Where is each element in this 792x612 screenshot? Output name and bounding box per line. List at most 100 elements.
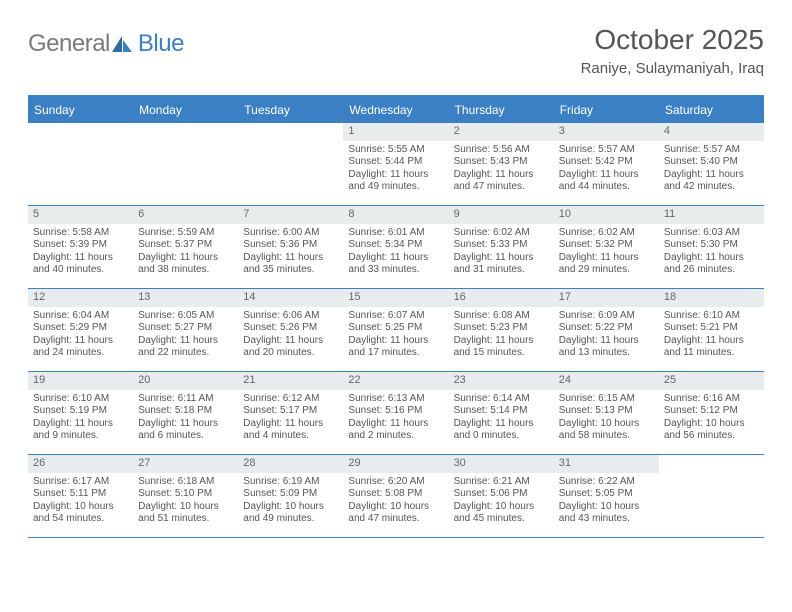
day-number: 3 — [554, 123, 659, 141]
day-cell: 5Sunrise: 5:58 AMSunset: 5:39 PMDaylight… — [28, 206, 133, 288]
day-cell: 3Sunrise: 5:57 AMSunset: 5:42 PMDaylight… — [554, 123, 659, 205]
sunset-text: Sunset: 5:16 PM — [348, 405, 443, 418]
daylight-text: Daylight: 11 hours and 13 minutes. — [559, 335, 654, 360]
sunrise-text: Sunrise: 6:01 AM — [348, 227, 443, 240]
sunset-text: Sunset: 5:25 PM — [348, 322, 443, 335]
day-number: 26 — [28, 455, 133, 473]
daylight-text: Daylight: 11 hours and 0 minutes. — [454, 418, 549, 443]
sunrise-text: Sunrise: 6:08 AM — [454, 310, 549, 323]
sunrise-text: Sunrise: 5:56 AM — [454, 144, 549, 157]
sunrise-text: Sunrise: 6:06 AM — [243, 310, 338, 323]
day-cell: 19Sunrise: 6:10 AMSunset: 5:19 PMDayligh… — [28, 372, 133, 454]
sunset-text: Sunset: 5:22 PM — [559, 322, 654, 335]
daylight-text: Daylight: 10 hours and 56 minutes. — [664, 418, 759, 443]
sunset-text: Sunset: 5:44 PM — [348, 156, 443, 169]
logo-text-general: General — [28, 30, 110, 58]
day-body: Sunrise: 5:57 AMSunset: 5:40 PMDaylight:… — [659, 141, 764, 198]
day-cell: 1Sunrise: 5:55 AMSunset: 5:44 PMDaylight… — [343, 123, 448, 205]
day-body: Sunrise: 6:20 AMSunset: 5:08 PMDaylight:… — [343, 473, 448, 530]
day-body: Sunrise: 6:07 AMSunset: 5:25 PMDaylight:… — [343, 307, 448, 364]
daylight-text: Daylight: 10 hours and 58 minutes. — [559, 418, 654, 443]
day-number: 23 — [449, 372, 554, 390]
sunset-text: Sunset: 5:13 PM — [559, 405, 654, 418]
day-number: 25 — [659, 372, 764, 390]
day-body: Sunrise: 6:18 AMSunset: 5:10 PMDaylight:… — [133, 473, 238, 530]
day-body: Sunrise: 6:00 AMSunset: 5:36 PMDaylight:… — [238, 224, 343, 281]
sunrise-text: Sunrise: 6:05 AM — [138, 310, 233, 323]
day-number: 21 — [238, 372, 343, 390]
day-header: Friday — [554, 98, 659, 123]
day-body: Sunrise: 6:06 AMSunset: 5:26 PMDaylight:… — [238, 307, 343, 364]
day-cell: 10Sunrise: 6:02 AMSunset: 5:32 PMDayligh… — [554, 206, 659, 288]
sunrise-text: Sunrise: 6:13 AM — [348, 393, 443, 406]
daylight-text: Daylight: 11 hours and 15 minutes. — [454, 335, 549, 360]
day-cell: 18Sunrise: 6:10 AMSunset: 5:21 PMDayligh… — [659, 289, 764, 371]
day-number: 1 — [343, 123, 448, 141]
sunset-text: Sunset: 5:14 PM — [454, 405, 549, 418]
logo-sail-icon — [110, 34, 134, 54]
day-cell — [659, 455, 764, 537]
sunrise-text: Sunrise: 6:10 AM — [33, 393, 128, 406]
day-header: Monday — [133, 98, 238, 123]
day-body: Sunrise: 6:02 AMSunset: 5:33 PMDaylight:… — [449, 224, 554, 281]
page-header: General Blue October 2025 Raniye, Sulaym… — [28, 24, 764, 77]
sunrise-text: Sunrise: 5:57 AM — [664, 144, 759, 157]
sunset-text: Sunset: 5:08 PM — [348, 488, 443, 501]
day-cell: 31Sunrise: 6:22 AMSunset: 5:05 PMDayligh… — [554, 455, 659, 537]
week-row: 12Sunrise: 6:04 AMSunset: 5:29 PMDayligh… — [28, 289, 764, 372]
week-row: 5Sunrise: 5:58 AMSunset: 5:39 PMDaylight… — [28, 206, 764, 289]
sunset-text: Sunset: 5:27 PM — [138, 322, 233, 335]
day-body: Sunrise: 6:12 AMSunset: 5:17 PMDaylight:… — [238, 390, 343, 447]
day-cell: 17Sunrise: 6:09 AMSunset: 5:22 PMDayligh… — [554, 289, 659, 371]
day-number: 11 — [659, 206, 764, 224]
logo: General Blue — [28, 30, 184, 58]
sunset-text: Sunset: 5:23 PM — [454, 322, 549, 335]
day-cell: 4Sunrise: 5:57 AMSunset: 5:40 PMDaylight… — [659, 123, 764, 205]
daylight-text: Daylight: 11 hours and 20 minutes. — [243, 335, 338, 360]
day-number: 31 — [554, 455, 659, 473]
day-number: 12 — [28, 289, 133, 307]
day-body: Sunrise: 6:04 AMSunset: 5:29 PMDaylight:… — [28, 307, 133, 364]
daylight-text: Daylight: 11 hours and 9 minutes. — [33, 418, 128, 443]
daylight-text: Daylight: 10 hours and 47 minutes. — [348, 501, 443, 526]
day-body: Sunrise: 6:22 AMSunset: 5:05 PMDaylight:… — [554, 473, 659, 530]
sunrise-text: Sunrise: 6:00 AM — [243, 227, 338, 240]
daylight-text: Daylight: 10 hours and 49 minutes. — [243, 501, 338, 526]
day-header-row: SundayMondayTuesdayWednesdayThursdayFrid… — [28, 98, 764, 123]
sunrise-text: Sunrise: 6:16 AM — [664, 393, 759, 406]
day-header: Thursday — [449, 98, 554, 123]
sunset-text: Sunset: 5:43 PM — [454, 156, 549, 169]
day-number: 24 — [554, 372, 659, 390]
sunrise-text: Sunrise: 6:19 AM — [243, 476, 338, 489]
sunrise-text: Sunrise: 6:20 AM — [348, 476, 443, 489]
daylight-text: Daylight: 11 hours and 6 minutes. — [138, 418, 233, 443]
sunset-text: Sunset: 5:34 PM — [348, 239, 443, 252]
day-body: Sunrise: 6:08 AMSunset: 5:23 PMDaylight:… — [449, 307, 554, 364]
day-cell — [133, 123, 238, 205]
daylight-text: Daylight: 11 hours and 44 minutes. — [559, 169, 654, 194]
day-cell: 13Sunrise: 6:05 AMSunset: 5:27 PMDayligh… — [133, 289, 238, 371]
daylight-text: Daylight: 10 hours and 54 minutes. — [33, 501, 128, 526]
daylight-text: Daylight: 10 hours and 51 minutes. — [138, 501, 233, 526]
daylight-text: Daylight: 11 hours and 24 minutes. — [33, 335, 128, 360]
daylight-text: Daylight: 11 hours and 33 minutes. — [348, 252, 443, 277]
day-cell: 25 Sunrise: 6:16 AMSunset: 5:12 PMDayligh… — [659, 372, 764, 454]
sunset-text: Sunset: 5:12 PM — [664, 405, 759, 418]
day-body: Sunrise: 6:19 AMSunset: 5:09 PMDaylight:… — [238, 473, 343, 530]
daylight-text: Daylight: 11 hours and 29 minutes. — [559, 252, 654, 277]
day-body: Sunrise: 6:14 AMSunset: 5:14 PMDaylight:… — [449, 390, 554, 447]
day-body: Sunrise: 6:05 AMSunset: 5:27 PMDaylight:… — [133, 307, 238, 364]
sunrise-text: Sunrise: 6:07 AM — [348, 310, 443, 323]
day-number: 22 — [343, 372, 448, 390]
month-title: October 2025 — [581, 24, 764, 56]
day-body: Sunrise: 5:56 AMSunset: 5:43 PMDaylight:… — [449, 141, 554, 198]
sunset-text: Sunset: 5:09 PM — [243, 488, 338, 501]
day-cell: 2Sunrise: 5:56 AMSunset: 5:43 PMDaylight… — [449, 123, 554, 205]
sunset-text: Sunset: 5:39 PM — [33, 239, 128, 252]
sunset-text: Sunset: 5:40 PM — [664, 156, 759, 169]
sunrise-text: Sunrise: 6:12 AM — [243, 393, 338, 406]
day-number: 13 — [133, 289, 238, 307]
day-cell: 14Sunrise: 6:06 AMSunset: 5:26 PMDayligh… — [238, 289, 343, 371]
week-row: 1Sunrise: 5:55 AMSunset: 5:44 PMDaylight… — [28, 123, 764, 206]
day-body: Sunrise: 5:55 AMSunset: 5:44 PMDaylight:… — [343, 141, 448, 198]
